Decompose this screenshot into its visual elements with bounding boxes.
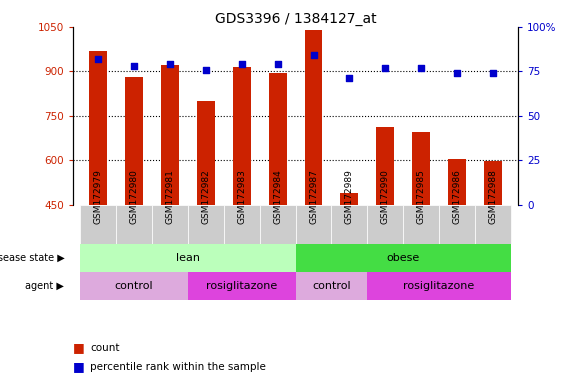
- Text: GSM172979: GSM172979: [94, 170, 103, 224]
- Text: lean: lean: [176, 253, 200, 263]
- Point: [417, 65, 426, 71]
- Bar: [296, 205, 332, 244]
- Point: [237, 61, 246, 67]
- Text: agent ▶: agent ▶: [25, 281, 64, 291]
- Bar: [412, 132, 430, 338]
- Text: GSM172982: GSM172982: [202, 170, 211, 224]
- Bar: [152, 205, 188, 244]
- Bar: [81, 244, 296, 272]
- Bar: [367, 272, 511, 300]
- Bar: [188, 205, 224, 244]
- Bar: [224, 205, 260, 244]
- Point: [309, 52, 318, 58]
- Text: GSM172985: GSM172985: [417, 170, 426, 224]
- Point: [345, 75, 354, 81]
- Point: [129, 63, 138, 69]
- Bar: [116, 205, 152, 244]
- Bar: [90, 51, 108, 338]
- Text: GSM172987: GSM172987: [309, 170, 318, 224]
- Text: GSM172988: GSM172988: [488, 170, 497, 224]
- Bar: [448, 159, 466, 338]
- Point: [166, 61, 175, 67]
- Bar: [475, 205, 511, 244]
- Text: rosiglitazone: rosiglitazone: [206, 281, 278, 291]
- Text: GSM172980: GSM172980: [129, 170, 138, 224]
- Point: [381, 65, 390, 71]
- Bar: [439, 205, 475, 244]
- Bar: [484, 161, 502, 338]
- Text: GSM172984: GSM172984: [273, 170, 282, 224]
- Text: count: count: [90, 343, 119, 353]
- Text: control: control: [312, 281, 351, 291]
- Text: GSM172981: GSM172981: [166, 170, 175, 224]
- Bar: [81, 205, 116, 244]
- Point: [273, 61, 282, 67]
- Text: ■: ■: [73, 341, 85, 354]
- Bar: [376, 127, 394, 338]
- Text: obese: obese: [387, 253, 420, 263]
- Point: [453, 70, 462, 76]
- Text: control: control: [115, 281, 154, 291]
- Bar: [161, 65, 179, 338]
- Bar: [125, 77, 143, 338]
- Bar: [341, 193, 358, 338]
- Text: GSM172986: GSM172986: [453, 170, 462, 224]
- Title: GDS3396 / 1384127_at: GDS3396 / 1384127_at: [215, 12, 377, 26]
- Point: [202, 66, 211, 73]
- Bar: [367, 205, 403, 244]
- Bar: [269, 73, 287, 338]
- Bar: [332, 205, 367, 244]
- Bar: [403, 205, 439, 244]
- Bar: [81, 272, 188, 300]
- Text: GSM172989: GSM172989: [345, 170, 354, 224]
- Text: percentile rank within the sample: percentile rank within the sample: [90, 362, 266, 372]
- Bar: [233, 66, 251, 338]
- Bar: [188, 272, 296, 300]
- Point: [488, 70, 497, 76]
- Text: GSM172983: GSM172983: [237, 170, 246, 224]
- Text: ■: ■: [73, 360, 85, 373]
- Text: disease state ▶: disease state ▶: [0, 253, 64, 263]
- Bar: [197, 101, 215, 338]
- Text: GSM172990: GSM172990: [381, 170, 390, 224]
- Point: [94, 56, 103, 62]
- Bar: [296, 272, 367, 300]
- Bar: [260, 205, 296, 244]
- Text: rosiglitazone: rosiglitazone: [404, 281, 475, 291]
- Bar: [296, 244, 511, 272]
- Bar: [305, 30, 323, 338]
